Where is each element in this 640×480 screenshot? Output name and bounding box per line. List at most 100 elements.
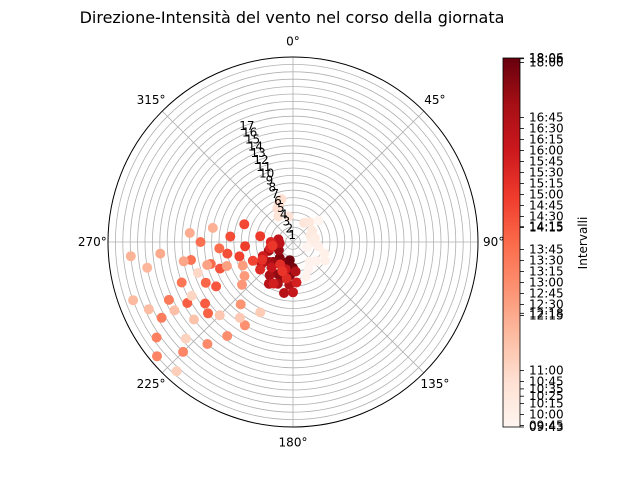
data-point [237, 260, 248, 271]
data-point [200, 277, 211, 288]
data-point [184, 228, 195, 238]
data-point [239, 219, 250, 230]
data-point [268, 278, 279, 289]
data-point [255, 231, 266, 242]
colorbar-tick-label: 10:35 [529, 382, 564, 396]
data-point [142, 262, 153, 273]
data-point [290, 266, 301, 277]
data-point [200, 298, 211, 309]
polar-frame [107, 56, 479, 428]
data-point [291, 277, 302, 288]
data-point [176, 277, 187, 288]
angular-grid-line [161, 110, 294, 243]
colorbar-tick-label: 09:43 [529, 420, 564, 434]
radial-tick-label: 16 [242, 126, 257, 140]
data-point [225, 231, 236, 242]
colorbar-tick-label: 12:15 [529, 309, 564, 323]
data-point [255, 264, 266, 275]
radial-tick-label: 12 [253, 153, 268, 167]
data-point [203, 308, 213, 319]
colorbar-label: Intervalli [576, 217, 590, 270]
angular-tick-label: 135° [420, 377, 449, 391]
data-point [143, 304, 154, 315]
data-point [193, 267, 203, 278]
data-point [303, 263, 314, 274]
chart-title: Direzione-Intensità del vento nel corso … [80, 8, 505, 27]
data-point [279, 288, 289, 298]
data-point [235, 299, 246, 310]
colorbar-tick-label: 15:00 [529, 187, 564, 201]
radial-tick-label: 11 [256, 160, 271, 174]
colorbar-tick-label: 10:00 [529, 408, 564, 422]
data-point [214, 310, 225, 321]
colorbar-tick-label: 13:00 [529, 276, 564, 290]
colorbar-tick-label: 10:45 [529, 375, 564, 389]
radial-tick-label: 8 [268, 180, 276, 194]
data-point [240, 241, 251, 252]
angular-tick-label: 45° [424, 93, 445, 107]
angular-tick-label: 180° [279, 436, 308, 450]
colorbar-tick-label: 16:45 [529, 110, 564, 124]
data-point [234, 312, 245, 323]
data-point [180, 333, 191, 344]
data-point [151, 332, 162, 343]
data-point [239, 320, 250, 331]
data-point [222, 248, 233, 259]
colorbar-tick-label: 18:00 [529, 55, 564, 69]
angular-tick-label: 90° [483, 235, 504, 249]
angular-tick-label: 0° [286, 34, 300, 48]
data-point [128, 295, 139, 306]
data-point [283, 211, 294, 222]
data-point [234, 251, 245, 262]
colorbar-tick-label: 14:45 [529, 199, 564, 213]
radial-tick-label: 15 [245, 132, 260, 146]
data-point [211, 281, 222, 292]
data-point [155, 248, 166, 259]
angular-tick-label: 225° [137, 377, 166, 391]
radial-tick-label: 2 [285, 221, 293, 235]
radial-tick-label: 17 [239, 119, 254, 133]
data-points [125, 194, 330, 377]
data-point [313, 215, 324, 226]
radial-tick-label: 13 [251, 146, 266, 160]
data-point [304, 217, 315, 228]
colorbar-tick-label: 14:15 [529, 220, 564, 234]
data-point [207, 222, 218, 233]
data-point [125, 251, 136, 262]
radial-tick-label: 9 [266, 174, 274, 188]
colorbar-tick-label: 14:30 [529, 210, 564, 224]
data-point [273, 211, 284, 222]
radial-tick-label: 4 [280, 208, 288, 222]
radial-tick-label: 6 [274, 194, 282, 208]
data-point [188, 314, 199, 325]
angular-tick-label: 270° [78, 235, 107, 249]
data-point [272, 203, 283, 214]
data-point [320, 255, 330, 266]
colorbar-tick-label: 10:15 [529, 397, 564, 411]
radial-tick-label: 7 [271, 187, 279, 201]
data-point [276, 194, 287, 205]
data-point [214, 243, 225, 254]
data-point [257, 254, 268, 265]
data-point [163, 294, 174, 305]
data-point [277, 266, 288, 277]
colorbar-tick-label: 15:30 [529, 165, 564, 179]
data-point [255, 307, 266, 318]
data-point [313, 241, 324, 252]
colorbar-ticks: 09:4309:4510:0010:1510:2510:3510:4511:00… [520, 51, 564, 434]
colorbar-tick-label: 18:05 [529, 52, 564, 66]
colorbar-tick-label: 12:18 [529, 306, 564, 320]
colorbar-tick-label: 14:15 [529, 221, 564, 235]
angular-tick-labels: 0° 45° 90° 135° 180° 225° 270° 315° [78, 34, 504, 449]
colorbar-tick-label: 09:45 [529, 419, 564, 433]
data-point [202, 339, 213, 349]
radial-tick-label: 5 [277, 201, 285, 215]
data-point [264, 270, 275, 281]
colorbar-tick-label: 10:25 [529, 389, 564, 403]
data-point [301, 242, 312, 253]
data-point [171, 366, 182, 377]
data-point [202, 260, 213, 270]
data-point [152, 351, 162, 362]
